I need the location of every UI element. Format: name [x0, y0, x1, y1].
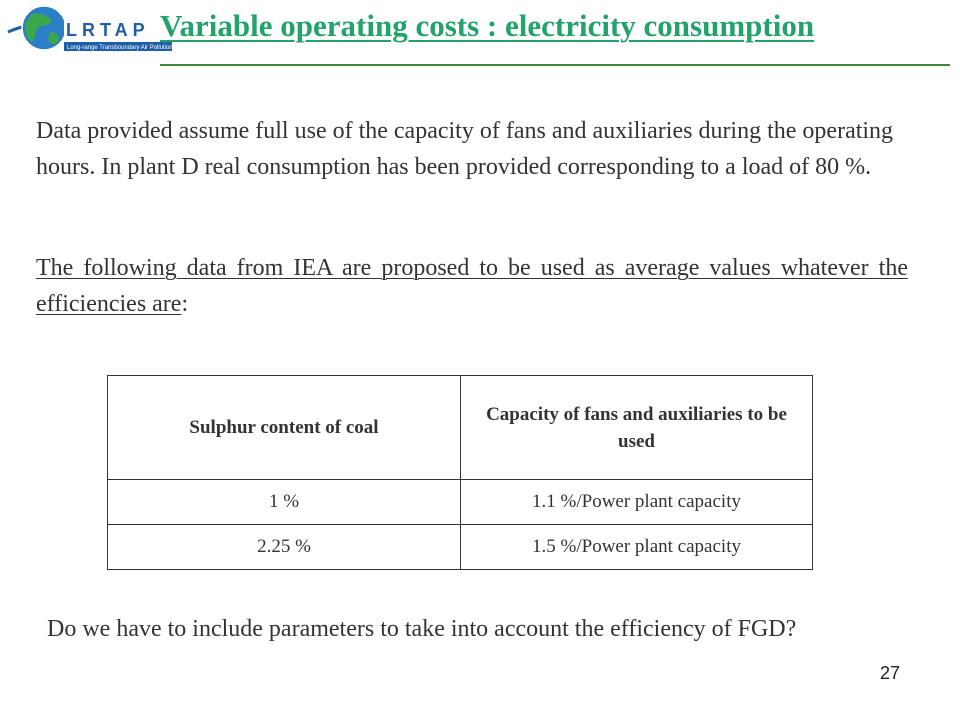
- globe-icon: LRTAP Long-range Transboundary Air Pollu…: [7, 5, 173, 51]
- table-header-row: Sulphur content of coal Capacity of fans…: [107, 375, 813, 480]
- electricity-capacity-table: Sulphur content of coal Capacity of fans…: [107, 375, 813, 570]
- header-sulphur-content: Sulphur content of coal: [107, 375, 461, 480]
- header-fan-capacity: Capacity of fans and auxiliaries to be u…: [460, 375, 813, 480]
- iea-paragraph: The following data from IEA are proposed…: [36, 250, 908, 322]
- iea-paragraph-tail: :: [181, 291, 189, 317]
- table-row: 1 % 1.1 %/Power plant capacity: [107, 479, 813, 525]
- logo-brand-text: LRTAP: [66, 20, 150, 40]
- table-cell-capacity: 1.5 %/Power plant capacity: [460, 524, 813, 570]
- page-number: 27: [880, 663, 901, 683]
- title-divider: [160, 64, 950, 66]
- logo-tagline: Long-range Transboundary Air Pollution: [67, 45, 173, 51]
- table-row: 2.25 % 1.5 %/Power plant capacity: [107, 524, 813, 570]
- fgd-question: Do we have to include parameters to take…: [47, 616, 797, 642]
- intro-paragraph: Data provided assume full use of the cap…: [36, 118, 894, 180]
- slide-title: Variable operating costs : electricity c…: [160, 8, 815, 43]
- lrtap-logo: LRTAP Long-range Transboundary Air Pollu…: [6, 2, 176, 58]
- table-cell-sulphur: 2.25 %: [107, 524, 461, 570]
- table-cell-capacity: 1.1 %/Power plant capacity: [460, 479, 813, 525]
- iea-paragraph-underlined: The following data from IEA are proposed…: [36, 255, 908, 317]
- table-cell-sulphur: 1 %: [107, 479, 461, 525]
